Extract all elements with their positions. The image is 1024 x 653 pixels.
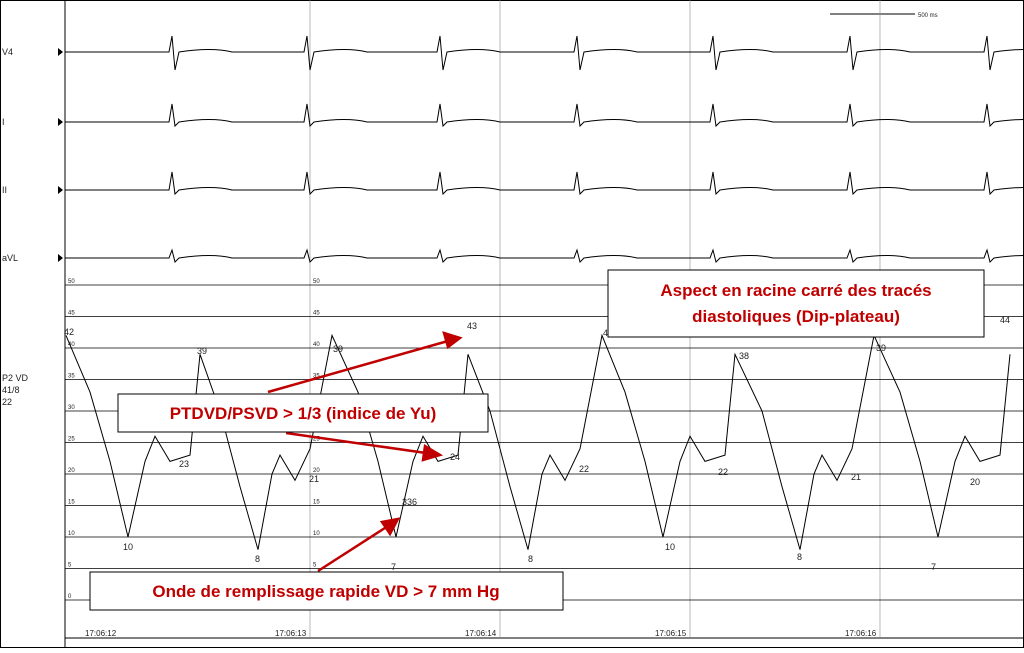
ecg-trace — [65, 103, 1024, 128]
point-label: 336 — [402, 497, 417, 507]
lead-label: aVL — [2, 253, 18, 263]
point-label: 20 — [970, 477, 980, 487]
time-label: 17:06:16 — [845, 629, 877, 638]
ecg-trace — [65, 248, 1024, 263]
point-label: 7 — [931, 562, 936, 572]
time-label: 17:06:14 — [465, 629, 497, 638]
point-label: 4 — [603, 328, 608, 338]
pressure-trace — [65, 333, 1011, 550]
annotation: Aspect en racine carré des tracés — [660, 281, 931, 300]
point-label: 8 — [797, 552, 802, 562]
point-label: 21 — [851, 472, 861, 482]
y-tick-label: 15 — [68, 500, 75, 506]
point-label: 22 — [579, 464, 589, 474]
lead-label: II — [2, 185, 7, 195]
point-label: 39 — [333, 344, 343, 354]
channel-summary: 41/8 — [2, 385, 20, 395]
point-label: 39 — [876, 343, 886, 353]
time-label: 17:06:12 — [85, 629, 117, 638]
channel-mean: 22 — [2, 397, 12, 407]
y-tick-label: 30 — [68, 405, 75, 411]
lead-marker — [58, 118, 63, 126]
y-tick-label: 5 — [68, 563, 72, 569]
ecg-trace — [65, 171, 1024, 196]
y-tick-label: 10 — [68, 531, 75, 537]
point-label: 10 — [123, 542, 133, 552]
point-label: 43 — [467, 321, 477, 331]
y-tick-label: 40 — [68, 342, 75, 348]
channel-label: P2 VD — [2, 373, 29, 383]
y-tick-label: 0 — [68, 594, 72, 600]
y-tick-label: 20 — [313, 468, 320, 474]
y-tick-label: 15 — [313, 500, 320, 506]
point-label: 44 — [1000, 315, 1010, 325]
annotation: diastoliques (Dip-plateau) — [692, 307, 900, 326]
point-label: 10 — [665, 542, 675, 552]
lead-marker — [58, 186, 63, 194]
point-label: 21 — [309, 474, 319, 484]
ecg-trace — [65, 35, 1024, 71]
time-label: 17:06:15 — [655, 629, 687, 638]
lead-marker — [58, 48, 63, 56]
y-tick-label: 35 — [313, 374, 320, 380]
scale-label: 500 ms — [918, 13, 938, 19]
point-label: 23 — [179, 459, 189, 469]
point-label: 8 — [528, 554, 533, 564]
point-label: 24 — [450, 452, 460, 462]
point-label: 39 — [197, 346, 207, 356]
point-label: 7 — [391, 562, 396, 572]
y-tick-label: 45 — [68, 311, 75, 317]
point-label: 22 — [718, 467, 728, 477]
y-tick-label: 50 — [68, 279, 75, 285]
y-tick-label: 35 — [68, 374, 75, 380]
annotation: Onde de remplissage rapide VD > 7 mm Hg — [152, 582, 499, 601]
lead-label: I — [2, 117, 5, 127]
lead-marker — [58, 254, 63, 262]
annotation-box — [607, 269, 985, 338]
y-tick-label: 20 — [68, 468, 75, 474]
y-tick-label: 25 — [313, 437, 320, 443]
y-tick-label: 45 — [313, 311, 320, 317]
annotation-box — [117, 393, 489, 433]
y-tick-label: 25 — [68, 437, 75, 443]
y-tick-label: 5 — [313, 563, 317, 569]
y-tick-label: 40 — [313, 342, 320, 348]
point-label: 42 — [64, 327, 74, 337]
time-label: 17:06:13 — [275, 629, 307, 638]
point-label: 8 — [255, 554, 260, 564]
lead-label: V4 — [2, 47, 13, 57]
annotation-box — [89, 571, 564, 611]
arrows — [267, 331, 463, 573]
y-tick-label: 10 — [313, 531, 320, 537]
point-label: 38 — [739, 351, 749, 361]
annotation: PTDVD/PSVD > 1/3 (indice de Yu) — [170, 404, 437, 423]
y-tick-label: 50 — [313, 279, 320, 285]
